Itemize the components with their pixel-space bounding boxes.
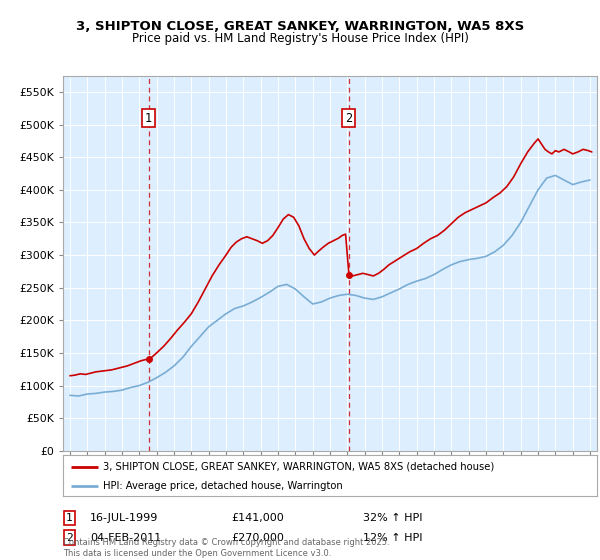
Text: 2: 2 bbox=[66, 533, 73, 543]
Text: 16-JUL-1999: 16-JUL-1999 bbox=[90, 513, 158, 523]
Text: Price paid vs. HM Land Registry's House Price Index (HPI): Price paid vs. HM Land Registry's House … bbox=[131, 32, 469, 45]
Text: 04-FEB-2011: 04-FEB-2011 bbox=[90, 533, 161, 543]
Text: 32% ↑ HPI: 32% ↑ HPI bbox=[363, 513, 422, 523]
Text: 1: 1 bbox=[145, 111, 152, 124]
Text: 3, SHIPTON CLOSE, GREAT SANKEY, WARRINGTON, WA5 8XS: 3, SHIPTON CLOSE, GREAT SANKEY, WARRINGT… bbox=[76, 20, 524, 32]
Text: £270,000: £270,000 bbox=[231, 533, 284, 543]
Text: 3, SHIPTON CLOSE, GREAT SANKEY, WARRINGTON, WA5 8XS (detached house): 3, SHIPTON CLOSE, GREAT SANKEY, WARRINGT… bbox=[103, 461, 494, 472]
Text: 12% ↑ HPI: 12% ↑ HPI bbox=[363, 533, 422, 543]
Text: 2: 2 bbox=[346, 111, 352, 124]
Text: Contains HM Land Registry data © Crown copyright and database right 2025.
This d: Contains HM Land Registry data © Crown c… bbox=[63, 538, 389, 558]
Text: £141,000: £141,000 bbox=[231, 513, 284, 523]
Text: HPI: Average price, detached house, Warrington: HPI: Average price, detached house, Warr… bbox=[103, 480, 343, 491]
Text: 1: 1 bbox=[66, 513, 73, 523]
